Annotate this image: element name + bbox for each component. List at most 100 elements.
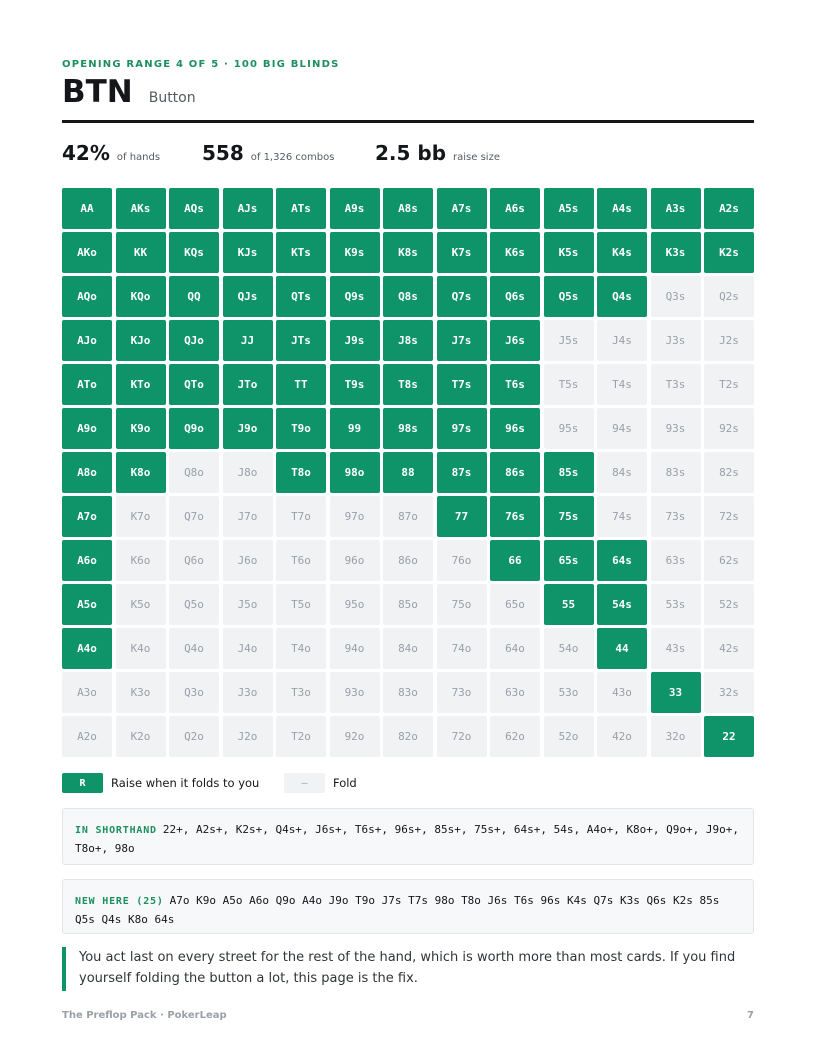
hand-cell: J9o [222,408,273,449]
hand-cell: KQo [115,276,166,317]
legend-raise-swatch: R [62,773,103,793]
hand-cell: Q7o [169,496,219,537]
hand-cell: J6o [222,540,273,581]
hand-cell: AQs [169,188,219,229]
hand-cell: QTo [169,364,219,405]
hand-cell: T7o [276,496,326,537]
title-row: BTN Button [62,74,196,110]
hand-cell: 82o [383,716,433,757]
hand-cell: 65o [490,584,540,625]
hand-cell: K3s [650,232,701,273]
hand-cell: 87o [383,496,433,537]
hand-cell: T9o [276,408,326,449]
hand-cell: A8o [62,452,112,493]
hand-cell: T2s [704,364,754,405]
hand-cell: 42o [597,716,647,757]
hand-cell: A3o [62,672,112,713]
hand-cell: Q6s [490,276,540,317]
hand-cell: A7o [62,496,112,537]
footer-title: The Preflop Pack · PokerLeap [62,1010,227,1021]
note-callout: You act last on every street for the res… [62,947,754,991]
hand-cell: K4o [115,628,166,669]
hand-cell: 54o [543,628,594,669]
hand-cell: 87s [436,452,487,493]
hand-cell: 97o [329,496,380,537]
hand-cell: J6s [490,320,540,361]
hand-cell: K8o [115,452,166,493]
hand-cell: 44 [597,628,647,669]
hand-cell: Q8s [383,276,433,317]
hand-cell: Q2s [704,276,754,317]
hand-cell: 73s [650,496,701,537]
new-here-text: A7o K9o A5o A6o Q9o A4o J9o T9o J7s T7s … [75,894,720,926]
hand-cell: 98s [383,408,433,449]
hand-cell: KK [115,232,166,273]
stat-hands: 42% of hands [62,141,160,165]
hand-cell: 74o [436,628,487,669]
hand-cell: K4s [597,232,647,273]
hand-cell: 96s [490,408,540,449]
hand-cell: Q8o [169,452,219,493]
hand-cell: J3s [650,320,701,361]
hand-cell: 93o [329,672,380,713]
hand-cell: JJ [222,320,273,361]
stat-label: of hands [116,152,161,163]
hand-cell: A3s [650,188,701,229]
hand-cell: T5o [276,584,326,625]
hand-cell: T6o [276,540,326,581]
hand-cell: Q9o [169,408,219,449]
hand-cell: KTo [115,364,166,405]
hand-cell: T7s [436,364,487,405]
hand-cell: T5s [543,364,594,405]
hand-cell: KTs [276,232,326,273]
hand-cell: JTs [276,320,326,361]
eyebrow: OPENING RANGE 4 OF 5 · 100 BIG BLINDS [62,59,340,70]
shorthand-text: 22+, A2s+, K2s+, Q4s+, J6s+, T6s+, 96s+,… [75,823,740,855]
hand-cell: 85s [543,452,594,493]
hand-cell: T9s [329,364,380,405]
stat-value: 558 [202,141,244,165]
hand-cell: 98o [329,452,380,493]
hand-cell: A7s [436,188,487,229]
hand-cell: Q2o [169,716,219,757]
hand-cell: AKs [115,188,166,229]
legend-fold-swatch: – [284,773,325,793]
hand-cell: J4o [222,628,273,669]
range-grid: AA AKs AQs AJs ATs A9s A8s A7s A6s A5s A4s A3s A2s AK… [62,188,754,757]
hand-cell: 93s [650,408,701,449]
hand-cell: A9o [62,408,112,449]
hand-cell: K6o [115,540,166,581]
hand-cell: K7s [436,232,487,273]
hand-cell: QTs [276,276,326,317]
hand-cell: K6s [490,232,540,273]
hand-cell: 62o [490,716,540,757]
note-text: You act last on every street for the res… [79,950,736,986]
stat-combos: 558 of 1,326 combos [202,141,334,165]
hand-cell: T4o [276,628,326,669]
hand-cell: A6o [62,540,112,581]
hand-cell: 53s [650,584,701,625]
hand-cell: Q6o [169,540,219,581]
hand-cell: 94s [597,408,647,449]
title-rule [62,120,754,123]
hand-cell: 83o [383,672,433,713]
hand-cell: K2o [115,716,166,757]
hand-cell: T3s [650,364,701,405]
hand-cell: 63s [650,540,701,581]
hand-cell: A2s [704,188,754,229]
stat-label: of 1,326 combos [250,152,335,163]
hand-cell: AJs [222,188,273,229]
hand-cell: Q4s [597,276,647,317]
hand-cell: 75s [543,496,594,537]
hand-cell: 82s [704,452,754,493]
hand-cell: J7s [436,320,487,361]
hand-cell: A9s [329,188,380,229]
hand-cell: AQo [62,276,112,317]
hand-cell: AKo [62,232,112,273]
hand-cell: J7o [222,496,273,537]
hand-cell: 95o [329,584,380,625]
hand-cell: K9s [329,232,380,273]
hand-cell: Q9s [329,276,380,317]
hand-cell: J8o [222,452,273,493]
hand-cell: TT [276,364,326,405]
